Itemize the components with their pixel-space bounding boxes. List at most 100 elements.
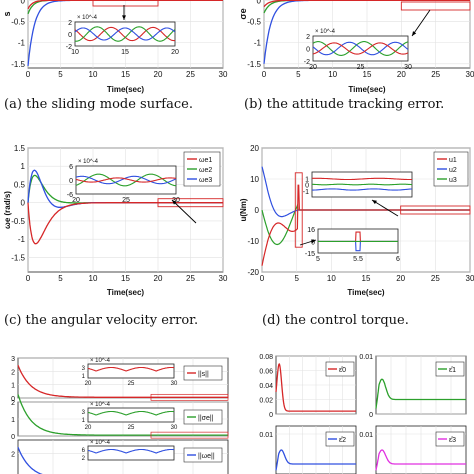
plot-f0-ytick: 0.04 [259, 383, 273, 390]
series-c-red [27, 202, 223, 245]
plot-f3-ytick: 0.01 [359, 432, 373, 439]
plot-c-xtick: 20 [154, 274, 163, 283]
legend-f2-box [325, 431, 355, 447]
plot-d-xtick: 10 [327, 274, 336, 283]
plot-a-xtick: 10 [89, 70, 98, 79]
caption-b: (b) the attitude tracking error. [244, 97, 445, 112]
plot-e0-ytick: 2 [11, 369, 15, 376]
plot-c-xlabel: Time(sec) [107, 288, 145, 297]
plot-c-ytick: 0 [21, 199, 26, 208]
plot-c-ytick: -1.5 [11, 253, 25, 262]
plot-a-ylabel: s [2, 11, 12, 16]
plot-c-xtick: 0 [26, 274, 31, 283]
legend-e0-label: ||s|| [198, 371, 209, 378]
inset-c-ytick: -6 [67, 192, 73, 199]
legend-f3-label: ε̂3 [449, 437, 456, 444]
inset-b-xtick: 30 [404, 64, 412, 71]
arrow-b-head [412, 31, 417, 36]
inset-b-xtick: 25 [357, 64, 365, 71]
plot-b-ytick: -0.5 [247, 17, 261, 26]
inset-d2-ytick: -15 [305, 251, 315, 258]
plot-a-xtick: 30 [219, 70, 228, 79]
plot-a-xtick: 5 [58, 70, 63, 79]
plot-b-xtick: 5 [296, 70, 301, 79]
legend-e2-box [183, 447, 223, 463]
legend-d-label: u1 [449, 157, 457, 164]
inset-e2-frame [87, 445, 175, 461]
plot-c-xtick: 30 [219, 274, 228, 283]
arrow-a-head [122, 15, 126, 20]
inset-d2-xtick: 5 [316, 256, 320, 263]
inset-e0-ytick: 1 [82, 374, 86, 380]
inset-c-exponent: × 10^-4 [78, 159, 99, 165]
inset-a-exponent: × 10^-4 [77, 15, 98, 21]
plot-d-xtick: 0 [260, 274, 265, 283]
inset-e1-xtick: 20 [85, 425, 92, 431]
plot-d-ytick: 20 [250, 144, 259, 153]
inset-e1-xtick: 25 [128, 425, 135, 431]
inset-d2-ytick: 0 [311, 239, 315, 246]
plot-f0-ytick: 0.02 [259, 398, 273, 405]
series-f3 [375, 449, 466, 471]
inset-a-xtick: 10 [71, 49, 79, 56]
plot-a-xtick: 25 [186, 70, 195, 79]
inset-d1-green [312, 183, 412, 186]
inset-e0-xtick: 20 [85, 381, 92, 387]
legend-d-label: u3 [449, 177, 457, 184]
plot-b-xtick: 0 [262, 70, 267, 79]
arrow-d1 [371, 199, 399, 217]
series-e0 [17, 365, 228, 398]
inset-a-green [74, 26, 176, 42]
plot-e0-ytick: 1 [11, 383, 15, 390]
arrow-b [411, 9, 431, 37]
plot-a-xtick: 15 [121, 70, 130, 79]
zoom-box-c [157, 198, 224, 208]
legend-d-label: u2 [449, 167, 457, 174]
zoom-box-e0 [150, 393, 229, 401]
inset-a-frame [74, 21, 176, 47]
inset-e1-frame [87, 407, 175, 423]
arrow-c [171, 199, 197, 224]
inset-e0-xtick: 25 [128, 381, 135, 387]
inset-c-ytick: 0 [69, 178, 73, 185]
legend-f1-box [435, 361, 465, 377]
legend-e1-box [183, 409, 223, 425]
plot-e1-ytick: 2 [11, 400, 15, 407]
plot-e0-ytick: 3 [11, 356, 15, 363]
inset-a-ytick: 0 [68, 32, 72, 39]
inset-b-ytick: -2 [304, 59, 310, 66]
plot-c-xtick: 15 [121, 274, 130, 283]
inset-b-green [312, 41, 409, 56]
inset-e1-exponent: × 10^-4 [90, 402, 111, 408]
series-f2 [275, 449, 356, 471]
inset-c-green [75, 173, 177, 187]
plot-c-xtick: 25 [186, 274, 195, 283]
plot-d-ytick: 10 [250, 175, 259, 184]
plot-b-ytick: 0 [257, 0, 262, 5]
inset-e1-ytick: 1 [82, 418, 86, 424]
plot-b-ytick: -1 [254, 39, 262, 48]
plot-d-ytick: 0 [255, 206, 260, 215]
legend-e2-label: ||ωe|| [198, 453, 215, 460]
inset-e0-frame [87, 363, 175, 379]
plot-c-ylabel: ωe (rad/s) [3, 191, 12, 229]
inset-c-frame [75, 165, 177, 195]
inset-d1-red [312, 177, 412, 181]
inset-e0-line [87, 366, 175, 372]
legend-f1-label: ε̂1 [449, 367, 456, 374]
inset-e1-xtick: 30 [171, 425, 178, 431]
inset-e1-line [87, 410, 175, 416]
plot-a-ytick: -1 [18, 39, 26, 48]
plot-d-xtick: 20 [396, 274, 405, 283]
zoom-box-a [92, 0, 159, 7]
plot-b-xtick: 30 [466, 70, 474, 79]
plot-f2-ytick: 0.01 [259, 432, 273, 439]
plot-a-xtick: 20 [154, 70, 163, 79]
plot-e2-ytick: 2 [11, 451, 15, 458]
legend-c-label: ωe2 [199, 167, 212, 174]
plot-f0-ytick: 0 [269, 412, 273, 419]
inset-c-blue [75, 175, 177, 185]
inset-d2-xtick: 6 [396, 256, 400, 263]
inset-c-xtick: 30 [172, 197, 180, 204]
legend-e1-label: ||σe|| [198, 415, 214, 422]
